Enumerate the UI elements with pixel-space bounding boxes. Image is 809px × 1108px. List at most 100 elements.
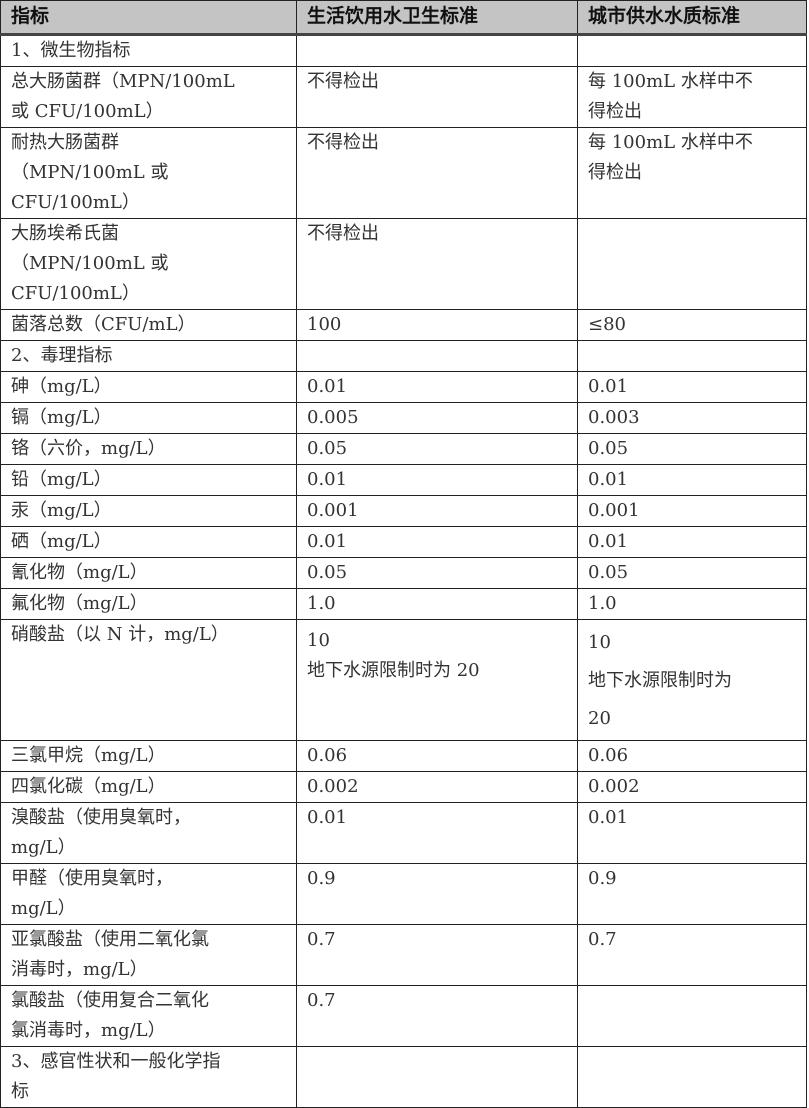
table-row: 铅（mg/L） 0.01 0.01 <box>0 464 807 496</box>
cell-indicator: 亚氯酸盐（使用二氧化氯 消毒时，mg/L） <box>0 924 297 986</box>
cell-text-line: 汞（mg/L） <box>11 500 112 521</box>
cell-text-line: 1、微生物指标 <box>11 40 131 61</box>
cell-indicator: 2、毒理指标 <box>0 340 297 372</box>
table-row: 2、毒理指标 <box>0 340 807 372</box>
cell-urban-standard: 0.05 <box>577 433 807 465</box>
table-row: 硒（mg/L） 0.01 0.01 <box>0 526 807 558</box>
cell-urban-standard: 0.01 <box>577 464 807 496</box>
cell-drinking-standard: 100 <box>296 309 578 341</box>
cell-urban-standard: 0.06 <box>577 740 807 772</box>
cell-urban-standard <box>577 985 807 1047</box>
cell-indicator: 砷（mg/L） <box>0 371 297 403</box>
cell-indicator: 铅（mg/L） <box>0 464 297 496</box>
cell-text-line: 0.7 <box>307 929 336 950</box>
cell-text-line: 大肠埃希氏菌 <box>11 223 119 244</box>
cell-text-line: 总大肠菌群（MPN/100mL <box>11 71 235 92</box>
cell-text-line: 铅（mg/L） <box>11 469 112 490</box>
cell-text-line: 氯酸盐（使用复合二氧化 <box>11 990 209 1011</box>
cell-text-line: ≤80 <box>588 314 626 335</box>
header-drinking-water-standard: 生活饮用水卫生标准 <box>296 0 578 36</box>
cell-text-line: 2、毒理指标 <box>11 345 113 366</box>
table-row: 3、感官性状和一般化学指标 <box>0 1046 807 1108</box>
table-row: 耐热大肠菌群 （MPN/100mL 或 CFU/100mL） 不得检出 每 100mL … <box>0 127 807 219</box>
table-row: 甲醛（使用臭氧时， mg/L） 0.9 0.9 <box>0 863 807 925</box>
cell-indicator: 镉（mg/L） <box>0 402 297 434</box>
cell-urban-standard <box>577 218 807 310</box>
cell-text-line: 不得检出 <box>307 132 379 153</box>
cell-text-line: 不得检出 <box>307 223 379 244</box>
table-row: 氯酸盐（使用复合二氧化 氯消毒时，mg/L） 0.7 <box>0 985 807 1047</box>
cell-drinking-standard: 0.01 <box>296 526 578 558</box>
cell-text-line: 0.01 <box>588 469 629 490</box>
cell-text-line: 0.05 <box>307 562 348 583</box>
cell-text-line: 1.0 <box>588 593 617 614</box>
cell-urban-standard: 10 地下水源限制时为 20 <box>577 619 807 741</box>
cell-urban-standard <box>577 34 807 67</box>
cell-text-line: 菌落总数（CFU/mL） <box>11 314 196 335</box>
cell-text-line: 0.06 <box>307 745 348 766</box>
cell-urban-standard: 0.003 <box>577 402 807 434</box>
cell-text-line: 0.06 <box>588 745 629 766</box>
table-row: 镉（mg/L） 0.005 0.003 <box>0 402 807 434</box>
cell-text-line: 四氯化碳（mg/L） <box>11 776 166 797</box>
cell-text-line: 0.001 <box>588 500 640 521</box>
cell-indicator: 氟化物（mg/L） <box>0 588 297 620</box>
cell-text-line: 0.01 <box>307 376 348 397</box>
cell-text-line: 亚氯酸盐（使用二氧化氯 <box>11 929 209 950</box>
cell-text-line: 标 <box>11 1081 29 1102</box>
cell-text-line: 0.7 <box>588 929 617 950</box>
cell-indicator: 3、感官性状和一般化学指标 <box>0 1046 297 1108</box>
cell-text-line: 不得检出 <box>307 71 379 92</box>
cell-text-line: 得检出 <box>588 162 642 183</box>
cell-text-line: 得检出 <box>588 101 642 122</box>
cell-urban-standard: 0.01 <box>577 802 807 864</box>
cell-indicator: 1、微生物指标 <box>0 34 297 67</box>
cell-text-line: 硒（mg/L） <box>11 531 112 552</box>
cell-text-line: CFU/100mL） <box>11 192 140 213</box>
cell-drinking-standard: 0.002 <box>296 771 578 803</box>
cell-text-line: CFU/100mL） <box>11 283 140 304</box>
cell-drinking-standard: 1.0 <box>296 588 578 620</box>
cell-text-line: 甲醛（使用臭氧时， <box>11 868 173 889</box>
cell-indicator: 大肠埃希氏菌 （MPN/100mL 或 CFU/100mL） <box>0 218 297 310</box>
cell-text-line: 0.01 <box>588 376 629 397</box>
cell-indicator: 总大肠菌群（MPN/100mL 或 CFU/100mL） <box>0 66 297 128</box>
table-row: 溴酸盐（使用臭氧时， mg/L） 0.01 0.01 <box>0 802 807 864</box>
cell-text-line: 氯消毒时，mg/L） <box>11 1020 166 1041</box>
cell-text-line: 地下水源限制时为 <box>588 670 732 691</box>
cell-drinking-standard: 0.01 <box>296 371 578 403</box>
cell-indicator: 溴酸盐（使用臭氧时， mg/L） <box>0 802 297 864</box>
table-row: 菌落总数（CFU/mL） 100 ≤80 <box>0 309 807 341</box>
cell-indicator: 甲醛（使用臭氧时， mg/L） <box>0 863 297 925</box>
cell-urban-standard: 每 100mL 水样中不 得检出 <box>577 66 807 128</box>
table-row: 氟化物（mg/L） 1.0 1.0 <box>0 588 807 620</box>
cell-drinking-standard: 10 地下水源限制时为 20 <box>296 619 578 741</box>
cell-text-line: 硝酸盐（以 N 计，mg/L） <box>11 624 229 645</box>
cell-text-line: 0.05 <box>588 562 629 583</box>
table-row: 大肠埃希氏菌 （MPN/100mL 或 CFU/100mL） 不得检出 <box>0 218 807 310</box>
cell-text-line: 100 <box>307 314 342 335</box>
table-row: 硝酸盐（以 N 计，mg/L） 10 地下水源限制时为 20 10 地下水源限制时为 20 <box>0 619 807 741</box>
table-row: 氰化物（mg/L） 0.05 0.05 <box>0 557 807 589</box>
table-row: 三氯甲烷（mg/L） 0.06 0.06 <box>0 740 807 772</box>
cell-text-line: 耐热大肠菌群 <box>11 132 119 153</box>
table-header-row: 指标 生活饮用水卫生标准 城市供水水质标准 <box>0 0 807 36</box>
cell-text-line: 0.01 <box>307 807 348 828</box>
cell-text-line: 地下水源限制时为 20 <box>307 660 480 681</box>
cell-text-line: 10 <box>307 630 330 651</box>
cell-drinking-standard: 0.01 <box>296 802 578 864</box>
cell-text-line: 0.003 <box>588 407 640 428</box>
cell-text-line: 0.002 <box>307 776 359 797</box>
cell-urban-standard: 0.9 <box>577 863 807 925</box>
cell-text-line: 每 100mL 水样中不 <box>588 71 753 92</box>
cell-text-line: 氟化物（mg/L） <box>11 593 148 614</box>
cell-text-line: 10 <box>588 632 611 653</box>
cell-urban-standard <box>577 340 807 372</box>
cell-text-line: 0.005 <box>307 407 359 428</box>
cell-urban-standard <box>577 1046 807 1108</box>
cell-urban-standard: 1.0 <box>577 588 807 620</box>
cell-text-line: 每 100mL 水样中不 <box>588 132 753 153</box>
cell-text-line: 0.01 <box>588 531 629 552</box>
cell-urban-standard: 0.05 <box>577 557 807 589</box>
cell-text-line: 砷（mg/L） <box>11 376 112 397</box>
